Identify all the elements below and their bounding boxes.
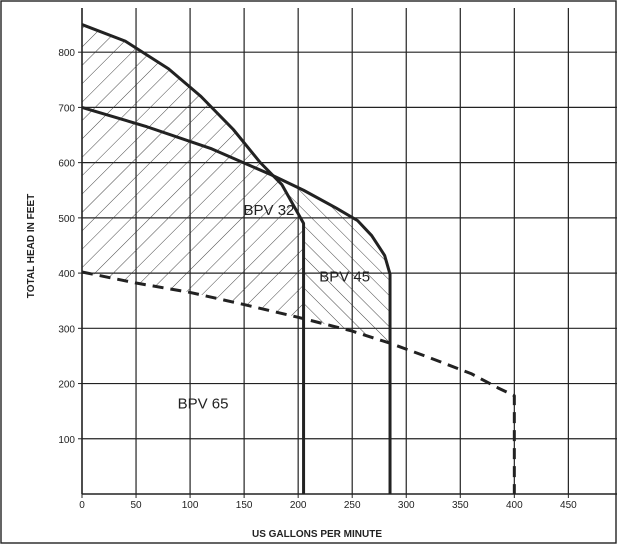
series-line-1 (81, 23, 306, 494)
region-labels: BPV 32 BPV 45 BPV 65 (178, 202, 370, 412)
x-tick-label: 50 (130, 500, 142, 511)
x-tick-label: 100 (182, 500, 199, 511)
y-tick-label: 100 (58, 435, 75, 446)
x-tick-label: 400 (506, 500, 523, 511)
y-tick-label: 200 (58, 380, 75, 391)
y-axis-title: TOTAL HEAD IN FEET (26, 194, 37, 298)
y-tick-label: 700 (58, 103, 75, 114)
series-line-3 (81, 270, 516, 494)
y-tick-label: 800 (58, 48, 75, 59)
y-tick-label: 400 (58, 269, 75, 280)
tick-labels: 0 50 100 150 200 250 300 350 400 450 100 200 300 400 5… (58, 48, 577, 511)
x-axis-title: US GALLONS PER MINUTE (252, 529, 382, 540)
y-tick-label: 600 (58, 159, 75, 170)
x-tick-label: 300 (398, 500, 415, 511)
y-tick-label: 300 (58, 324, 75, 335)
x-tick-label: 450 (560, 500, 577, 511)
region-label: BPV 65 (178, 395, 229, 412)
y-tick-label: 500 (58, 214, 75, 225)
x-tick-label: 0 (79, 500, 85, 511)
x-tick-label: 200 (290, 500, 307, 511)
region-label: BPV 45 (319, 268, 370, 285)
x-tick-label: 350 (452, 500, 469, 511)
region-fills (82, 24, 391, 344)
x-tick-label: 250 (344, 500, 361, 511)
region-fill-bpv-32 (82, 24, 304, 319)
series-lines (81, 23, 516, 494)
x-tick-label: 150 (236, 500, 253, 511)
series-line-2 (81, 105, 392, 494)
region-label: BPV 32 (244, 202, 295, 219)
